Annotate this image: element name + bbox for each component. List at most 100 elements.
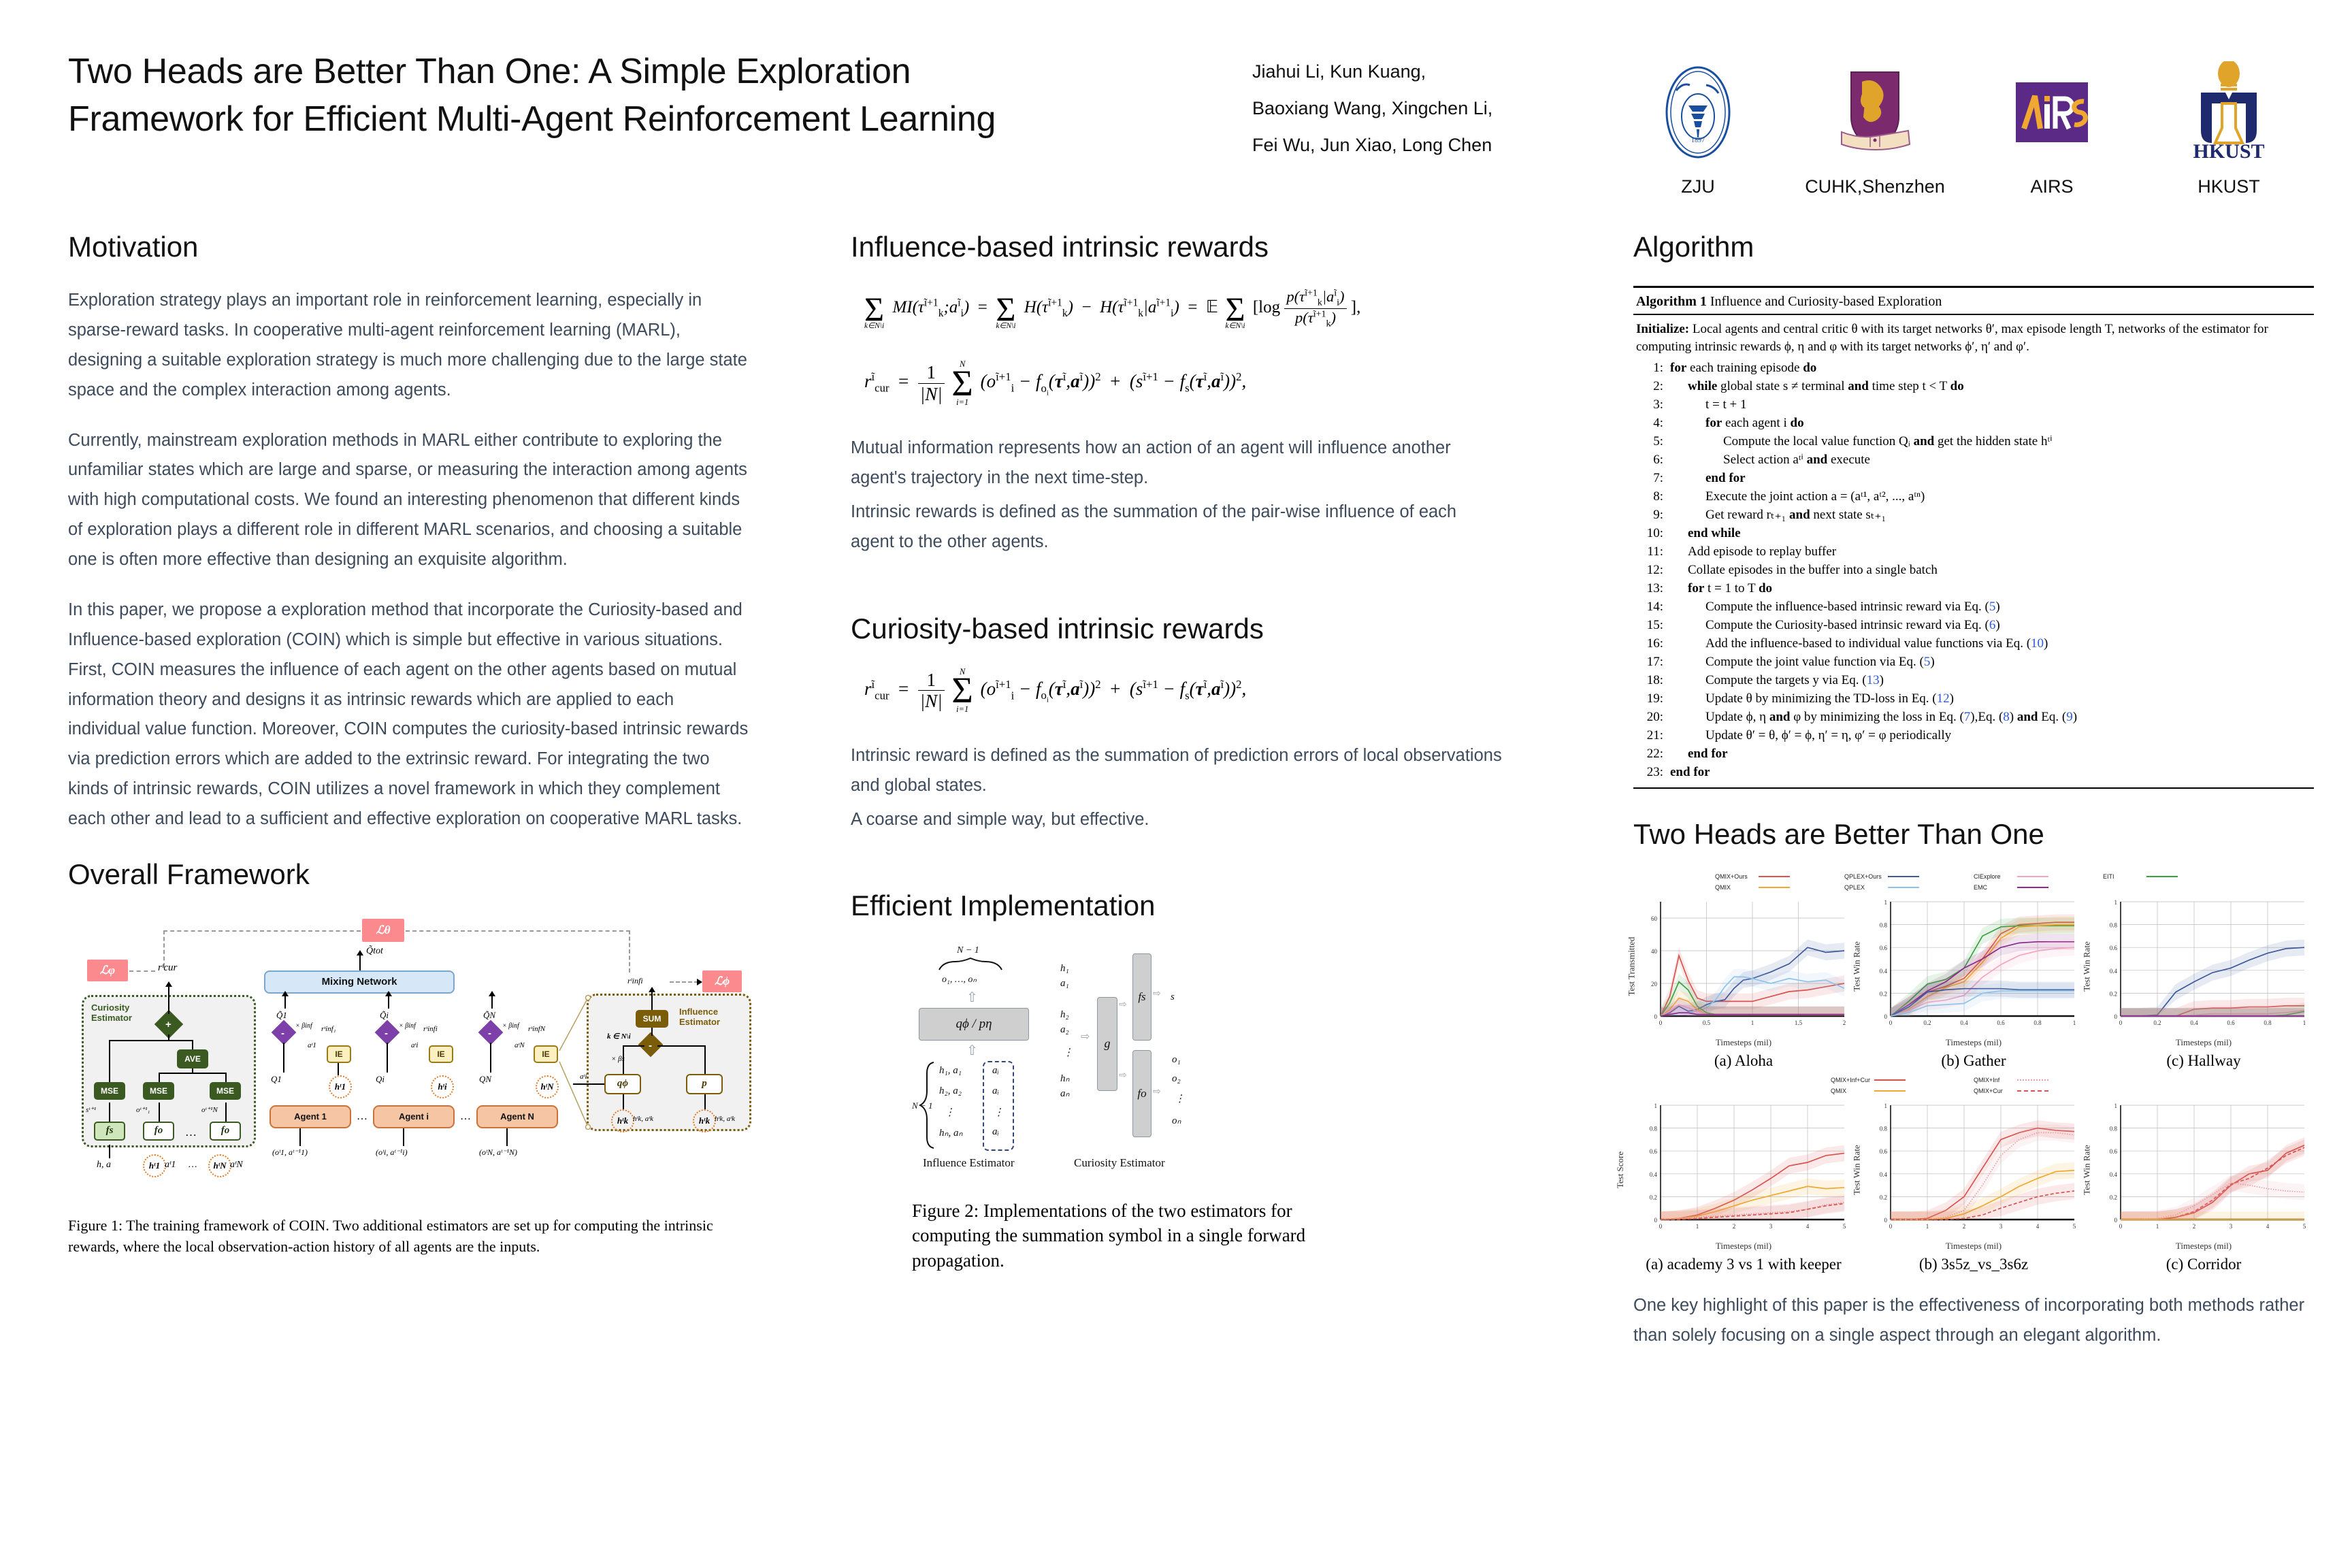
legend-label: QMIX+Inf+Cur <box>1831 1076 1871 1083</box>
algorithm-line: 7: end for <box>1633 470 2314 488</box>
fig1-ellipsis-agents-2: … <box>460 1110 471 1122</box>
algorithm-line: 1: for each training episode do <box>1633 359 2314 378</box>
legend-item: QMIX <box>1831 1088 1906 1094</box>
algorithm-line-number: 23: <box>1646 764 1663 779</box>
svg-text:0: 0 <box>2114 1013 2118 1020</box>
algorithm-line: 23: end for <box>1633 764 2314 782</box>
influence-estimator-caption: Influence Estimator <box>923 1156 1015 1169</box>
a1t-label: aᵗ1 <box>165 1159 176 1170</box>
algorithm-line-number: 12: <box>1646 563 1663 578</box>
agenti-input-label: (oᵗi, aᵗ⁻¹i) <box>376 1147 408 1157</box>
q-phi-node: qϕ <box>604 1073 641 1094</box>
svg-text:0.2: 0.2 <box>1650 1194 1657 1200</box>
svg-text:0.8: 0.8 <box>1880 1126 1888 1132</box>
figure-2-caption: Figure 2: Implementations of the two est… <box>912 1200 1306 1271</box>
algorithm-line-number: 4: <box>1653 416 1663 431</box>
chart-x-axis-label: Timesteps (mil) <box>2175 1240 2232 1251</box>
algorithm-line-text: Compute the joint value function via Eq.… <box>1705 654 1935 669</box>
svg-text:0.4: 0.4 <box>2110 1171 2118 1178</box>
algorithm-line-text: Compute the influence-based intrinsic re… <box>1705 600 2000 615</box>
algorithm-line-text: while global state s ≠ terminal and time… <box>1688 379 1964 394</box>
svg-text:0.8: 0.8 <box>1880 922 1888 929</box>
chart-svg: 0 0.2 0.4 0.6 0.8 1 0 1 2 3 4 5 <box>1880 1102 2076 1230</box>
algorithm-line: 15: Compute the Curiosity-based intrinsic… <box>1633 617 2314 635</box>
chart-svg: 0 0.2 0.4 0.6 0.8 1 0 1 2 3 4 5 <box>1650 1102 1846 1230</box>
svg-text:0.8: 0.8 <box>2264 1019 2272 1026</box>
ait-ie-label: aᵗi <box>411 1041 419 1049</box>
svg-text:1: 1 <box>2156 1223 2159 1230</box>
algorithm-line-text: Add episode to replay buffer <box>1688 544 1837 559</box>
chart-x-axis-label: Timesteps (mil) <box>2175 1036 2232 1047</box>
logo-label-zju: ZJU <box>1681 176 1715 197</box>
chart-x-axis-label: Timesteps (mil) <box>1945 1036 2002 1047</box>
right-arrow-icon-fs: ⇨ <box>1119 998 1127 1009</box>
hk-circle-left: hᵗk <box>611 1109 634 1132</box>
beta-inf-label-1: × βinf <box>295 1022 312 1030</box>
svg-text:1: 1 <box>2073 1019 2076 1026</box>
algorithm-line-number: 20: <box>1646 709 1663 724</box>
agentN-input-label: (oᵗN, aᵗ⁻¹N) <box>479 1147 517 1157</box>
two-heads-heading: Two Heads are Better Than One <box>1633 817 2044 850</box>
legend-item: QMIX <box>1715 884 1790 891</box>
algorithm-title-bold: Algorithm 1 <box>1636 294 1707 310</box>
svg-text:0.6: 0.6 <box>1997 1019 2005 1026</box>
chart-svg: 0 20 40 60 0 0.5 1 1.5 2 <box>1651 901 1846 1026</box>
chart-row: QMIX+Inf+Cur QMIX+Inf QMIX QMIX+Cur 0 0.2 0.4 0… <box>1615 1076 2314 1273</box>
beta-s-label: × βs <box>611 1054 625 1063</box>
legend-label: QMIX+Cur <box>1974 1087 2003 1094</box>
cur-input-a1: a₁ <box>1060 977 1069 989</box>
figure-2-diagram: N − 1 o₁, …, oₙ ⇧ qϕ / pη ⇧ N − 1 h₁, a₁… <box>912 945 1320 1190</box>
algorithm-line-text: end for <box>1705 471 1746 486</box>
svg-text:0: 0 <box>1659 1223 1663 1230</box>
aNt-ie-label: aᵗN <box>514 1041 525 1049</box>
legend-swatch <box>2017 875 2048 877</box>
obs-sequence-label: o₁, …, oₙ <box>942 974 977 985</box>
legend-swatch <box>1759 886 1790 888</box>
page-title-line2: Framework for Efficient Multi-Agent Rein… <box>68 99 996 140</box>
svg-text:0.6: 0.6 <box>1880 1148 1888 1155</box>
hk-ak-left-label: hᵗk, aᵗk <box>633 1114 653 1123</box>
fig1-ellipsis-inputs: … <box>188 1159 197 1170</box>
beta-inf-label-2: × βinf <box>399 1022 416 1030</box>
svg-text:0.6: 0.6 <box>1880 945 1888 951</box>
s-next-label: sᵗ⁺¹ <box>86 1105 97 1114</box>
algorithm-lines: 1: for each training episode do 2: while gl… <box>1633 359 2314 781</box>
algorithm-line-number: 14: <box>1646 600 1663 615</box>
svg-text:4: 4 <box>2036 1223 2040 1230</box>
oN-output: oₙ <box>1172 1115 1181 1126</box>
algorithm-line-number: 8: <box>1653 489 1663 504</box>
hk-circle-right: hᵗk <box>693 1109 716 1132</box>
algorithm-line-text: Execute the joint action a = (aᵗ¹, aᵗ², … <box>1705 489 1925 504</box>
legend-swatch <box>1888 886 1919 888</box>
algorithm-line: 5: Compute the local value function Qᵢ an… <box>1633 433 2314 451</box>
svg-text:0.8: 0.8 <box>2034 1019 2042 1026</box>
agent-1-node: Agent 1 <box>270 1105 351 1128</box>
algorithm-line-number: 2: <box>1653 379 1663 394</box>
svg-text:1: 1 <box>1751 1019 1754 1026</box>
svg-text:0: 0 <box>1659 1019 1663 1026</box>
hit-circle-agenti: hᵗi <box>431 1075 454 1098</box>
brace-left-icon <box>919 1061 934 1149</box>
svg-text:1: 1 <box>1884 1102 1888 1109</box>
motivation-paragraph-1: Exploration strategy plays an important … <box>68 291 747 399</box>
algorithm-line-number: 1: <box>1653 361 1663 376</box>
results-charts: QMIX+Ours QPLEX+Ours CIExplore EITI QMIX QPLE… <box>1615 873 2314 1273</box>
logo-cuhk: CUHK,Shenzhen <box>1797 51 1953 197</box>
svg-text:0.8: 0.8 <box>1650 1126 1658 1132</box>
mse-node-s: MSE <box>94 1081 125 1100</box>
legend-item: QMIX+Ours <box>1715 873 1790 880</box>
logo-hkust: HKUST HKUST <box>2151 51 2307 197</box>
h1t-circle-agent1: hᵗ1 <box>329 1075 352 1098</box>
fig2-row-3: hₙ, aₙ <box>939 1127 963 1139</box>
algorithm-line: 17: Compute the joint value function via … <box>1633 653 2314 672</box>
hNt-circle: hᵗN <box>208 1154 231 1177</box>
algorithm-line-number: 6: <box>1653 453 1663 468</box>
algorithm-line-number: 19: <box>1646 691 1663 706</box>
algorithm-box: Algorithm 1 Influence and Curiosity-base… <box>1633 286 2314 789</box>
svg-text:0.6: 0.6 <box>2227 1019 2235 1026</box>
agent-N-node: Agent N <box>476 1105 558 1128</box>
cuhk-shield-icon <box>1835 51 1915 174</box>
chart-panel: 0 0.2 0.4 0.6 0.8 1 0 0.2 0.4 0.6 0.8 1 Test Win Rat… <box>2082 896 2314 1070</box>
